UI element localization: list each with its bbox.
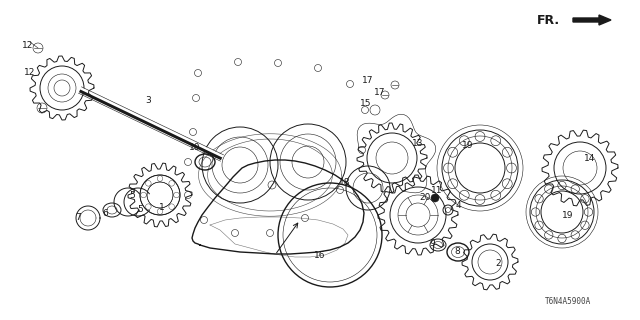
Text: 15: 15 (360, 99, 372, 108)
Text: 8: 8 (454, 247, 460, 257)
Text: 20: 20 (419, 194, 431, 203)
Text: 13: 13 (412, 139, 424, 148)
Text: 4: 4 (455, 201, 461, 210)
Text: 12: 12 (24, 68, 36, 76)
Text: 9: 9 (429, 238, 435, 247)
Text: 3: 3 (145, 95, 151, 105)
Text: 5: 5 (129, 191, 135, 201)
Text: 2: 2 (495, 259, 501, 268)
Text: 10: 10 (189, 142, 201, 151)
Text: 19: 19 (563, 211, 573, 220)
Text: 1: 1 (159, 204, 165, 212)
Circle shape (431, 194, 439, 202)
Text: 5: 5 (137, 205, 143, 214)
Text: 11: 11 (431, 186, 443, 195)
Text: T6N4A5900A: T6N4A5900A (545, 298, 591, 307)
Text: 17: 17 (374, 87, 386, 97)
FancyArrow shape (573, 15, 611, 25)
Text: 7: 7 (75, 213, 81, 222)
Text: FR.: FR. (537, 13, 560, 27)
Text: 6: 6 (102, 209, 108, 218)
Text: 16: 16 (314, 251, 326, 260)
Text: 14: 14 (584, 154, 596, 163)
Text: 12: 12 (22, 41, 34, 50)
Text: 17: 17 (362, 76, 374, 84)
Text: 19: 19 (462, 140, 474, 149)
Text: 18: 18 (339, 178, 351, 187)
